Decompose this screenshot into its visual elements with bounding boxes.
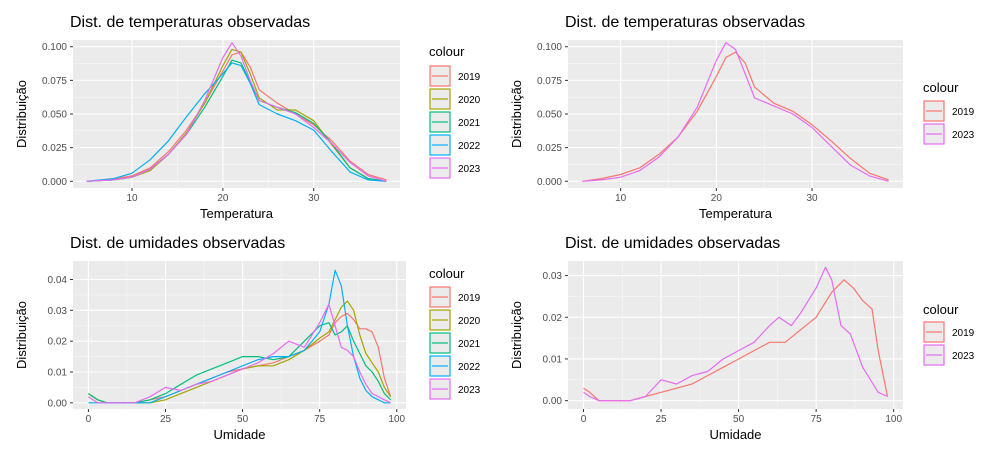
legend-title: colour <box>923 80 959 95</box>
y-axis-label: Distribuição <box>14 80 29 148</box>
x-tick-label: 50 <box>237 414 249 425</box>
y-axis-label: Distribuição <box>509 301 524 369</box>
x-tick-label: 30 <box>807 193 819 204</box>
series-line-2023 <box>582 42 889 182</box>
panel-3: 0 25 50 75 100 0.00 0.01 0.02 0.03 0.04 Dist. de u… <box>14 235 481 442</box>
x-tick-label: 75 <box>811 414 823 425</box>
legend-label: 2020 <box>458 316 481 327</box>
y-tick-label: 0.000 <box>537 177 562 188</box>
y-tick-label: 0.075 <box>42 76 67 87</box>
y-axis-label: Distribuição <box>509 80 524 148</box>
y-tick-label: 0.050 <box>537 110 562 121</box>
legend-label: 2023 <box>458 164 481 175</box>
x-tick-label: 0 <box>581 414 587 425</box>
series-line-2023 <box>88 303 391 404</box>
y-tick-label: 0.00 <box>48 398 68 409</box>
chart-title: Dist. de temperaturas observadas <box>70 14 310 31</box>
x-tick-label: 75 <box>314 414 326 425</box>
x-tick-label: 25 <box>655 414 667 425</box>
plot-background <box>568 261 903 409</box>
legend-label: 2022 <box>458 362 481 373</box>
legend-title: colour <box>429 266 465 281</box>
series-line-2020 <box>86 48 387 182</box>
legend: colour 2019 2023 <box>923 302 975 366</box>
legend: colour 2019 2020 2021 2022 2023 <box>429 266 481 400</box>
chart-title: Dist. de umidades observadas <box>70 235 285 252</box>
y-tick-label: 0.03 <box>543 271 563 282</box>
panel-4: 0 25 50 75 100 0.00 0.01 0.02 0.03 Dist. de umida… <box>509 235 975 442</box>
x-axis-label: Temperatura <box>699 206 773 221</box>
y-tick-label: 0.03 <box>48 306 68 317</box>
x-tick-label: 100 <box>885 414 902 425</box>
y-tick-label: 0.025 <box>537 143 562 154</box>
x-tick-label: 50 <box>733 414 745 425</box>
series-line-2022 <box>86 62 387 182</box>
series-line-2022 <box>88 269 391 404</box>
x-tick-label: 0 <box>86 414 92 425</box>
series-line-2021 <box>88 322 392 404</box>
legend-label: 2020 <box>458 95 481 106</box>
series-line-2023 <box>583 266 888 402</box>
legend-label: 2019 <box>458 293 481 304</box>
legend-label: 2019 <box>952 328 975 339</box>
y-tick-label: 0.075 <box>537 76 562 87</box>
legend-label: 2021 <box>458 339 481 350</box>
legend-label: 2019 <box>458 72 481 83</box>
plot-background <box>73 261 406 409</box>
series-line-2023 <box>86 42 387 182</box>
y-tick-label: 0.01 <box>543 354 563 365</box>
x-tick-label: 100 <box>388 414 405 425</box>
x-tick-label: 20 <box>217 193 229 204</box>
legend: colour 2019 2023 <box>923 80 975 145</box>
legend-title: colour <box>429 44 465 59</box>
y-tick-label: 0.100 <box>537 42 562 53</box>
y-tick-label: 0.04 <box>48 275 68 286</box>
legend-title: colour <box>923 302 959 317</box>
y-axis-label: Distribuição <box>14 301 29 369</box>
x-axis-label: Temperatura <box>200 206 274 221</box>
legend-label: 2022 <box>458 141 481 152</box>
x-axis-label: Umidade <box>213 427 265 442</box>
legend-label: 2023 <box>952 130 975 141</box>
y-tick-label: 0.00 <box>543 396 563 407</box>
series-line-2019 <box>582 51 889 182</box>
y-tick-label: 0.02 <box>48 337 68 348</box>
x-axis-label: Umidade <box>709 427 761 442</box>
x-tick-label: 10 <box>615 193 627 204</box>
y-tick-label: 0.000 <box>42 177 67 188</box>
legend-label: 2023 <box>458 385 481 396</box>
x-tick-label: 25 <box>160 414 172 425</box>
y-tick-label: 0.050 <box>42 110 67 121</box>
legend-label: 2019 <box>952 107 975 118</box>
chart-title: Dist. de umidades observadas <box>565 235 780 252</box>
legend-label: 2021 <box>458 118 481 129</box>
legend: colour 2019 2020 2021 2022 2023 <box>429 44 481 179</box>
y-tick-label: 0.025 <box>42 143 67 154</box>
y-tick-label: 0.02 <box>543 313 563 324</box>
y-tick-label: 0.01 <box>48 368 68 379</box>
y-tick-label: 0.100 <box>42 42 67 53</box>
x-tick-label: 20 <box>711 193 723 204</box>
x-tick-label: 30 <box>308 193 320 204</box>
chart-title: Dist. de temperaturas observadas <box>565 14 805 31</box>
legend-label: 2023 <box>952 351 975 362</box>
x-tick-label: 10 <box>126 193 138 204</box>
